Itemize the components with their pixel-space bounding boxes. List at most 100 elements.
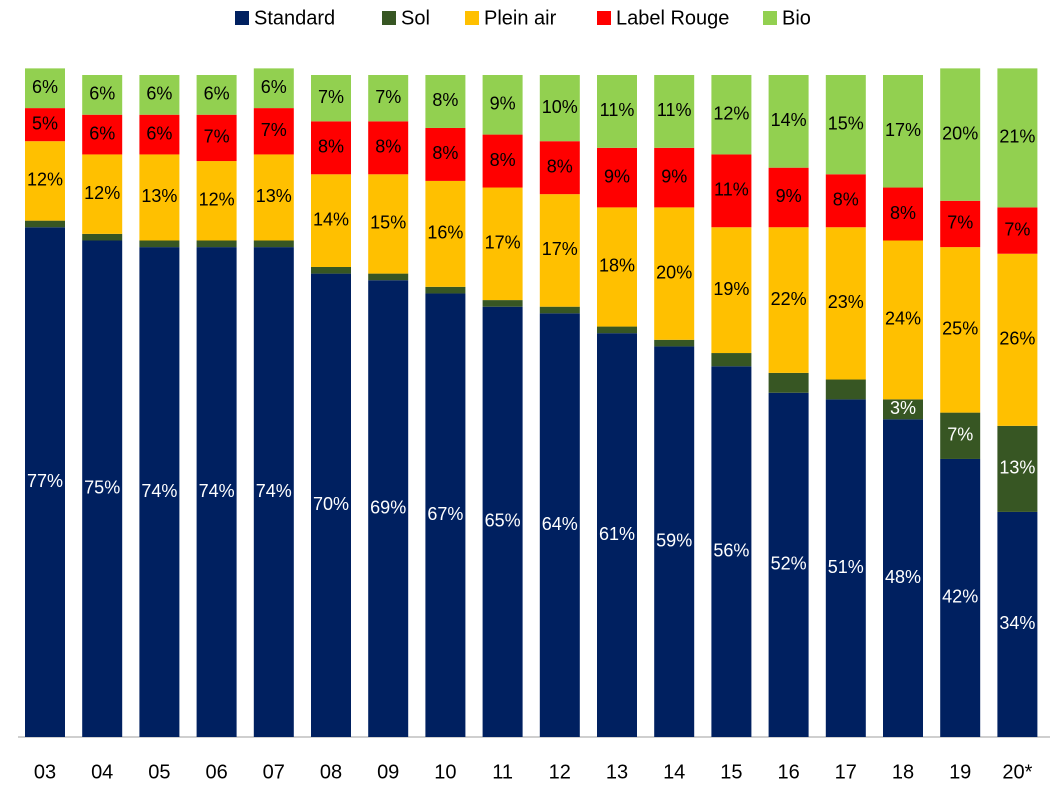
data-label: 19% (713, 279, 749, 299)
data-label: 61% (599, 524, 635, 544)
bar-segment (654, 147, 695, 208)
bar-segment (768, 227, 809, 373)
data-label: 9% (604, 166, 630, 186)
x-tick-label: 08 (320, 761, 342, 783)
legend-label: Sol (401, 7, 430, 29)
bar-segment (768, 392, 809, 737)
bar-segment (883, 419, 923, 737)
data-label: 7% (947, 425, 973, 445)
bar-segment (597, 207, 637, 327)
data-label: 24% (885, 309, 921, 329)
bar-segment (25, 227, 65, 737)
data-label: 8% (432, 90, 458, 110)
x-tick-label: 14 (663, 761, 685, 783)
bar-segment (997, 425, 1038, 512)
data-label: 7% (375, 87, 401, 107)
data-label: 17% (885, 120, 921, 140)
bar-segment (597, 147, 637, 208)
bar-segment (654, 339, 695, 347)
bar-segment (196, 75, 237, 115)
legend-label: Label Rouge (616, 7, 729, 29)
bar-segment (883, 240, 923, 400)
data-label: 7% (1004, 219, 1030, 239)
legend-label: Plein air (484, 7, 557, 29)
bar-segment (883, 75, 923, 188)
data-label: 51% (828, 557, 864, 577)
data-label: 12% (199, 190, 235, 210)
legend-label: Standard (254, 7, 335, 29)
bar-segment (425, 180, 466, 287)
bar-segment (768, 167, 809, 228)
data-label: 12% (713, 103, 749, 123)
data-label: 34% (999, 613, 1035, 633)
data-label: 6% (261, 77, 287, 97)
bar-segment (196, 240, 237, 248)
bar-segment (940, 458, 981, 737)
bar-segment (25, 220, 65, 228)
data-label: 59% (656, 530, 692, 550)
bar-segment (940, 412, 981, 459)
bar-segment (25, 108, 65, 142)
data-label: 8% (890, 203, 916, 223)
bar-segment (597, 333, 637, 737)
data-label: 11% (657, 100, 692, 120)
bar-segment (139, 75, 180, 115)
bar-segment (711, 154, 752, 228)
bar-segment (482, 75, 523, 135)
bar-segment (311, 273, 351, 737)
bar-segment (768, 75, 809, 168)
data-label: 13% (999, 458, 1035, 478)
data-label: 13% (256, 186, 292, 206)
legend-label: Bio (782, 7, 811, 29)
bar-segment (539, 75, 580, 142)
data-label: 6% (32, 77, 58, 97)
bar-segment (196, 161, 237, 241)
bar-segment (82, 240, 123, 737)
bar-segment (82, 154, 123, 234)
x-tick-label: 11 (492, 761, 513, 783)
data-label: 17% (542, 239, 578, 259)
data-label: 9% (776, 186, 802, 206)
bar-segment (654, 346, 695, 737)
data-label: 5% (32, 113, 58, 133)
bar-segment (482, 134, 523, 188)
data-label: 7% (947, 213, 973, 233)
bar-segment (82, 233, 123, 241)
data-label: 11% (714, 180, 749, 200)
bar-segment (253, 68, 294, 109)
x-tick-label: 19 (949, 761, 971, 783)
data-label: 3% (890, 398, 916, 418)
data-label: 17% (485, 233, 521, 253)
bar-segment (311, 75, 351, 122)
bar-segment (368, 280, 409, 737)
bar-segment (139, 114, 180, 155)
bar-segment (883, 399, 923, 420)
bar-segment (368, 121, 409, 175)
data-label: 7% (261, 120, 287, 140)
data-label: 8% (547, 156, 573, 176)
data-label: 26% (999, 329, 1035, 349)
data-label: 12% (27, 170, 63, 190)
bar-segment (311, 121, 351, 175)
legend-swatch (763, 11, 777, 25)
bar-segment (940, 200, 981, 248)
data-label: 42% (942, 587, 978, 607)
data-label: 13% (141, 186, 177, 206)
x-tick-label: 13 (606, 761, 628, 783)
data-label: 8% (833, 190, 859, 210)
x-tick-label: 04 (91, 761, 113, 783)
legend-swatch (465, 11, 479, 25)
data-label: 15% (370, 213, 406, 233)
data-label: 8% (432, 143, 458, 163)
x-tick-label: 12 (549, 761, 571, 783)
bar-segment (425, 286, 466, 294)
bar-segment (711, 366, 752, 737)
bar-segment (711, 353, 752, 367)
data-label: 22% (771, 289, 807, 309)
bar-segment (597, 326, 637, 334)
bar-segment (711, 227, 752, 354)
bar-segment (539, 313, 580, 737)
bar-segment (82, 114, 123, 155)
data-label: 14% (771, 110, 807, 130)
bar-segment (82, 75, 123, 115)
